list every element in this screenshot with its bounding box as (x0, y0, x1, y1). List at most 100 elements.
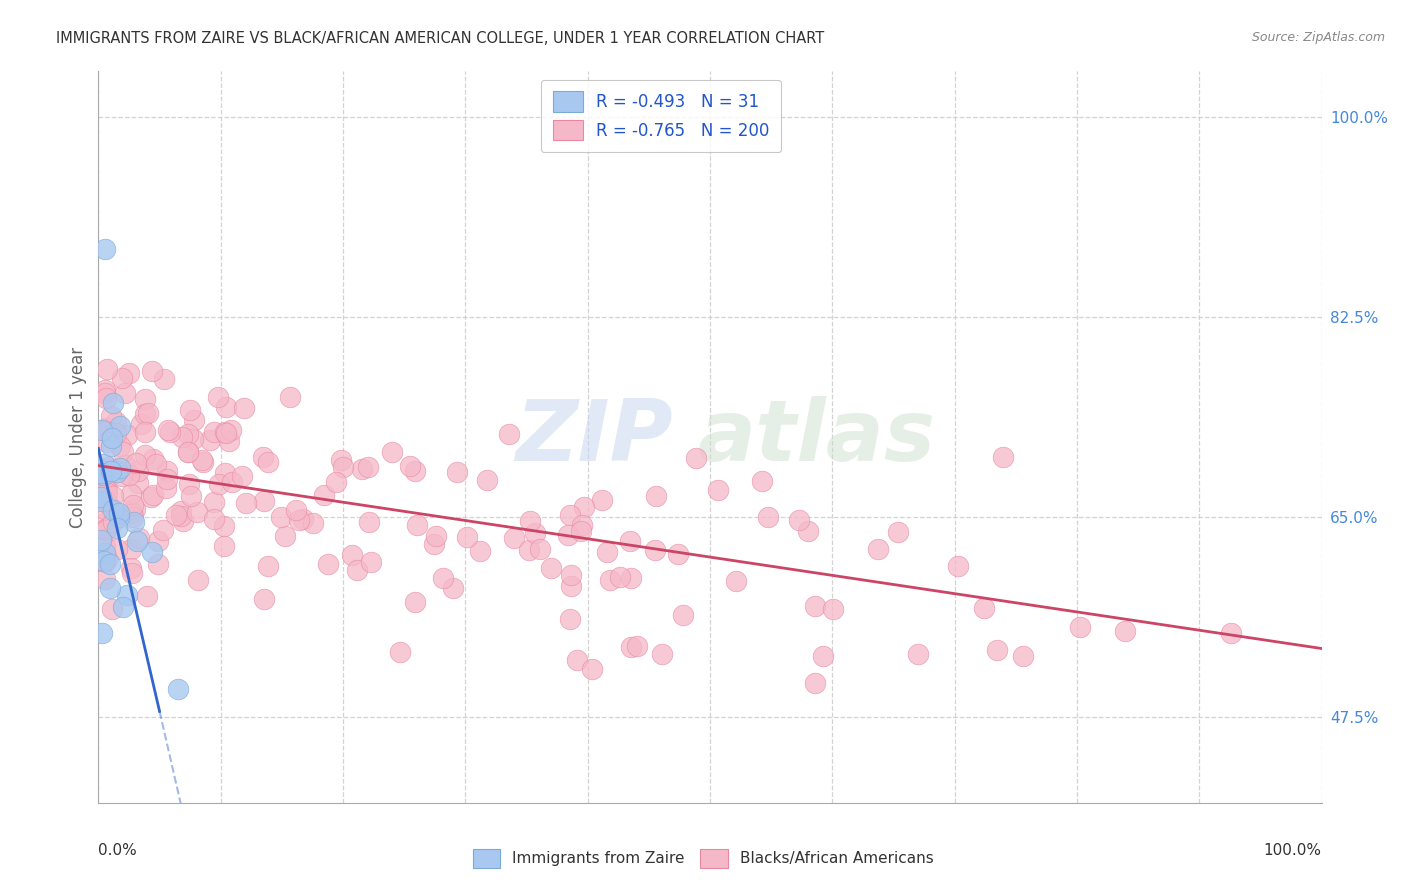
Point (94, 420, 117, 434)
Point (100, 464, 122, 478)
Point (180, 489, 202, 503)
Point (560, 567, 582, 582)
Point (581, 662, 603, 676)
Point (94, 391, 117, 405)
Point (101, 511, 124, 525)
Point (101, 503, 124, 517)
Point (134, 425, 156, 439)
Point (167, 681, 190, 696)
Point (868, 542, 890, 557)
Point (93, 554, 115, 568)
Point (120, 561, 142, 575)
Point (145, 457, 167, 471)
Point (98, 558, 121, 572)
Point (125, 456, 148, 470)
Point (118, 467, 141, 482)
Point (707, 483, 730, 498)
Point (232, 401, 254, 415)
Point (423, 537, 446, 551)
Point (887, 524, 910, 539)
Point (90, 626, 112, 640)
Point (108, 506, 131, 520)
Point (101, 396, 124, 410)
Point (96, 486, 118, 500)
Point (340, 548, 363, 562)
Point (97, 460, 120, 475)
Point (257, 455, 280, 469)
Point (127, 475, 149, 490)
Point (406, 518, 429, 533)
Point (202, 512, 225, 526)
Point (571, 518, 593, 533)
Point (94, 523, 117, 537)
Point (120, 542, 142, 557)
Point (1011, 649, 1033, 664)
Point (94, 494, 117, 508)
Point (278, 390, 301, 404)
Point (110, 439, 132, 453)
Point (399, 459, 422, 474)
Point (90, 463, 112, 477)
Point (153, 372, 176, 386)
Point (685, 451, 707, 466)
Point (599, 573, 621, 587)
Point (139, 490, 162, 504)
Point (90, 467, 112, 481)
Point (110, 418, 132, 433)
Point (360, 555, 382, 569)
Point (93, 385, 115, 400)
Point (1069, 620, 1091, 634)
Point (94, 383, 117, 397)
Point (626, 639, 648, 653)
Point (134, 448, 156, 462)
Point (141, 364, 163, 378)
Point (993, 450, 1015, 464)
Point (177, 426, 200, 441)
Point (346, 563, 368, 577)
Point (91, 468, 114, 483)
Point (186, 505, 208, 519)
Point (1114, 624, 1136, 638)
Point (502, 531, 524, 545)
Point (136, 589, 159, 603)
Point (155, 481, 177, 495)
Point (152, 523, 174, 537)
Point (121, 566, 143, 581)
Point (751, 474, 773, 488)
Point (214, 425, 236, 440)
Point (96, 480, 118, 494)
Point (159, 425, 181, 439)
Point (325, 475, 347, 489)
Point (644, 542, 666, 557)
Point (107, 509, 129, 524)
Text: Source: ZipAtlas.com: Source: ZipAtlas.com (1251, 31, 1385, 45)
Point (100, 601, 122, 615)
Point (357, 460, 380, 475)
Point (131, 417, 153, 432)
Point (128, 531, 150, 545)
Point (183, 413, 205, 427)
Point (973, 600, 995, 615)
Point (148, 534, 170, 549)
Point (316, 557, 339, 571)
Point (284, 503, 307, 517)
Point (666, 547, 689, 561)
Point (136, 406, 159, 420)
Point (115, 428, 138, 442)
Point (93, 516, 115, 531)
Point (651, 647, 673, 661)
Point (207, 390, 229, 404)
Point (441, 582, 464, 596)
Point (96, 361, 118, 376)
Point (946, 559, 969, 574)
Point (332, 459, 354, 474)
Point (177, 445, 200, 459)
Point (524, 525, 547, 540)
Point (252, 450, 274, 464)
Point (425, 529, 447, 543)
Point (122, 515, 145, 529)
Point (104, 415, 127, 429)
Point (540, 561, 562, 575)
Point (179, 476, 201, 491)
Point (90, 533, 112, 547)
